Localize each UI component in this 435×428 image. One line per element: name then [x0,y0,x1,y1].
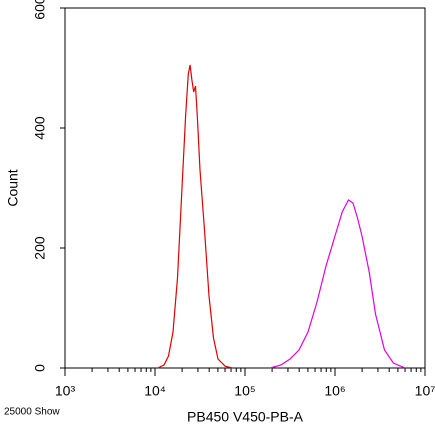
event-count-note: 25000 Show [4,407,60,418]
x-tick-label: 10³ [55,383,76,399]
histogram-line [157,64,233,369]
x-tick-label: 10⁷ [415,383,435,399]
x-axis-label: PB450 V450-PB-A [187,409,304,425]
y-tick-label: 600 [32,0,48,20]
x-tick-label: 10⁵ [234,383,255,399]
y-axis-label: Count [5,169,21,206]
plot-frame [64,7,426,369]
histogram-line [270,199,406,369]
y-tick-label: 400 [32,116,48,140]
y-tick-label: 200 [32,236,48,260]
x-tick-label: 10⁶ [324,383,345,399]
x-tick-label: 10⁴ [144,383,166,399]
y-tick-label: 0 [32,364,48,372]
